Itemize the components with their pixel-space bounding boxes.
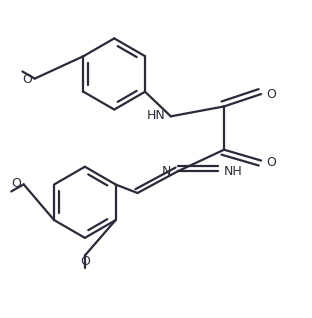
Text: O: O: [12, 177, 22, 190]
Text: O: O: [266, 156, 275, 169]
Text: NH: NH: [223, 165, 242, 178]
Text: O: O: [266, 87, 275, 100]
Text: N: N: [162, 165, 172, 178]
Text: HN: HN: [147, 109, 165, 122]
Text: O: O: [80, 255, 90, 268]
Text: O: O: [22, 73, 32, 86]
